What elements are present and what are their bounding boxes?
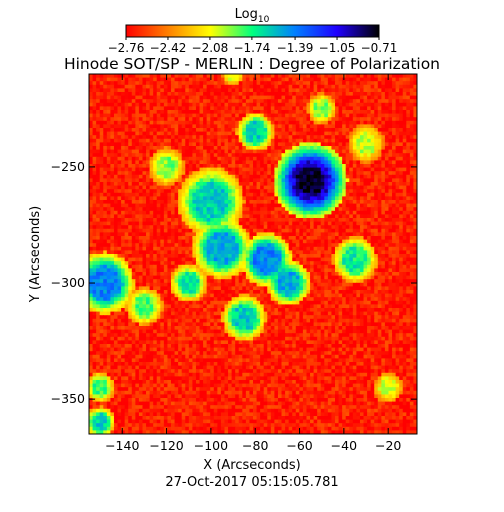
x-tick-label: −140 [105,438,139,453]
colorbar-tick-label: −1.39 [277,41,314,55]
colorbar-ticks: −2.76 −2.42 −2.08 −1.74 −1.39 −1.05 −0.71 [108,37,398,55]
y-tick-label: −250 [51,159,85,174]
colorbar [125,24,380,38]
x-tick-label: −20 [375,438,401,453]
plot-frame [88,73,418,435]
colorbar-tick-label: −1.05 [319,41,356,55]
colorbar-tick-label: −2.76 [108,41,145,55]
timestamp: 27-Oct-2017 05:15:05.781 [165,475,338,490]
y-tick-label: −300 [51,275,85,290]
y-axis-label: Y (Arcseconds) [28,206,43,303]
x-tick-label: −100 [194,438,228,453]
y-tick-label: −350 [51,391,85,406]
y-axis-ticks: −250 −300 −350 [51,159,417,406]
x-tick-label: −60 [286,438,312,453]
x-tick-label: −40 [331,438,357,453]
x-axis-label: X (Arcseconds) [203,458,300,473]
colorbar-title: Log10 [235,7,270,25]
chart-title: Hinode SOT/SP - MERLIN : Degree of Polar… [64,55,440,73]
x-tick-label: −80 [242,438,268,453]
colorbar-tick-label: −2.42 [150,41,187,55]
heatmap [89,74,417,434]
colorbar-tick-label: −0.71 [361,41,398,55]
colorbar-tick-label: −2.08 [192,41,229,55]
x-tick-label: −120 [149,438,183,453]
x-axis-ticks: −140 −120 −100 −80 −60 −40 −20 [105,74,401,453]
colorbar-tick-label: −1.74 [233,41,270,55]
